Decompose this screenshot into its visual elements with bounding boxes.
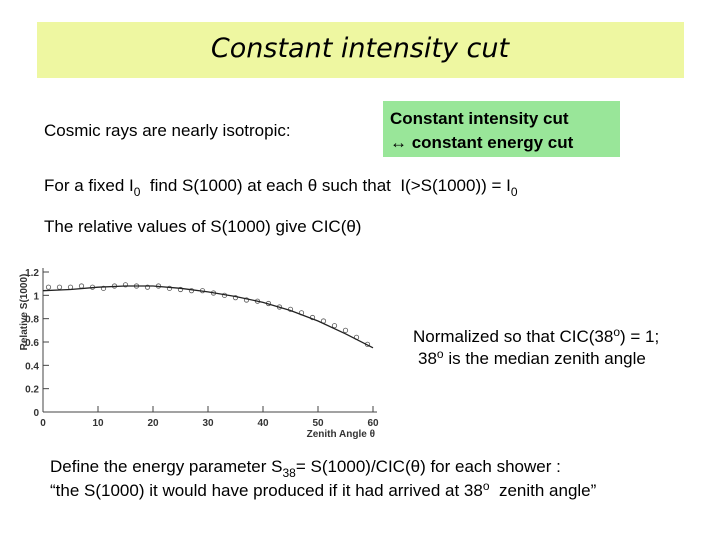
point [342, 327, 349, 333]
note-line: 38o is the median zenith angle [418, 347, 646, 368]
footer-line: Define the energy parameter S38= S(1000)… [50, 457, 561, 480]
point [67, 284, 74, 290]
footer-line: “the S(1000) it would have produced if i… [50, 479, 597, 500]
text-part: For a fixed I [44, 176, 134, 195]
y-tick-label: 0 [33, 408, 39, 419]
y-tick-label: 0.8 [25, 315, 39, 326]
subscript: 0 [511, 185, 518, 199]
line1: For a fixed I0 find S(1000) at each θ su… [44, 176, 518, 199]
point [331, 323, 338, 329]
point [78, 283, 85, 289]
text-part: “the S(1000) it would have produced if i… [50, 481, 483, 500]
title-box [37, 22, 684, 78]
left-text: Cosmic rays are nearly isotropic: [44, 121, 291, 140]
x-axis-label: Zenith Angle θ [307, 429, 375, 440]
note-line: Normalized so that CIC(38o) = 1; [413, 325, 659, 346]
x-tick-label: 10 [92, 418, 104, 429]
point [166, 285, 173, 291]
box-line: ↔ constant energy cut [390, 133, 574, 152]
text-part: ) = 1; [620, 327, 659, 346]
subscript: 38 [282, 466, 296, 480]
text-part: zenith angle” [490, 481, 597, 500]
highlight-box [383, 101, 620, 157]
superscript: o [613, 325, 620, 339]
y-tick-label: 0.4 [25, 361, 39, 372]
y-tick-label: 1.2 [25, 268, 39, 279]
y-tick-label: 1 [33, 291, 39, 302]
y-tick-label: 0.2 [25, 385, 39, 396]
title: Constant intensity cut [211, 33, 511, 64]
superscript: o [483, 479, 490, 493]
x-tick-label: 0 [40, 418, 46, 429]
text-part: is the median zenith angle [444, 349, 646, 368]
text-part: Define the energy parameter S [50, 457, 282, 476]
y-tick-label: 0.6 [25, 338, 39, 349]
text-part: 38 [418, 349, 437, 368]
text-part: = S(1000)/CIC(θ) for each shower : [296, 457, 561, 476]
point [45, 284, 52, 290]
point [232, 295, 239, 301]
point [144, 284, 151, 290]
text-part: find S(1000) at each θ such that I(>S(10… [140, 176, 510, 195]
x-tick-label: 30 [202, 418, 214, 429]
x-tick-label: 60 [367, 418, 379, 429]
text-part: Normalized so that CIC(38 [413, 327, 613, 346]
point [177, 286, 184, 293]
y-axis-label: Relative S(1000) [19, 274, 30, 351]
point [100, 285, 107, 291]
point [56, 284, 63, 290]
line2: The relative values of S(1000) give CIC(… [44, 217, 361, 236]
point [122, 282, 129, 288]
x-tick-label: 40 [257, 418, 269, 429]
x-tick-label: 20 [147, 418, 159, 429]
fit-line [42, 285, 374, 349]
x-tick-label: 50 [312, 418, 324, 429]
point [243, 297, 250, 303]
subscript: 0 [134, 185, 141, 199]
box-line: Constant intensity cut [390, 109, 569, 128]
superscript: o [437, 347, 444, 361]
